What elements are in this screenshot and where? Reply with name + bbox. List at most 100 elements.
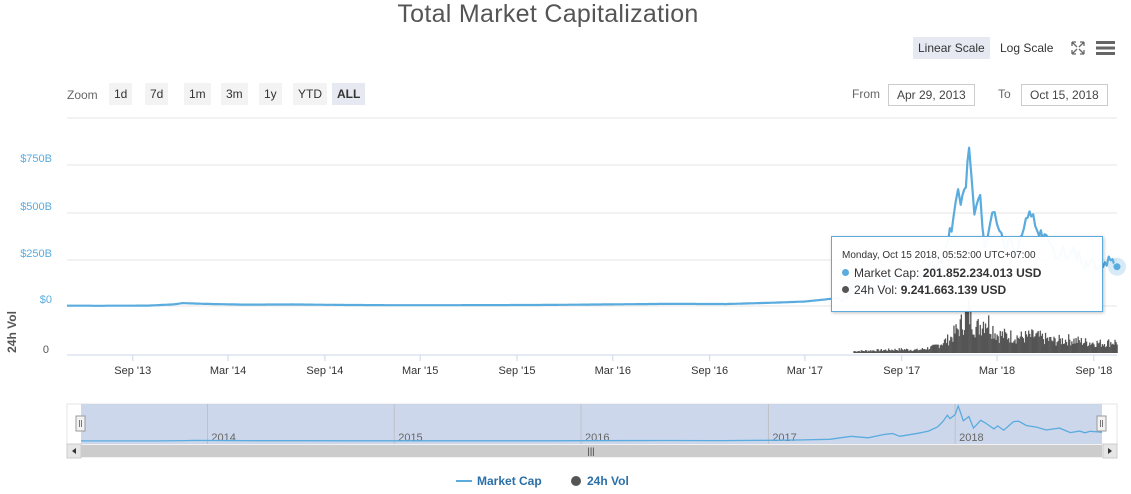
y-tick-label: $250B — [20, 248, 52, 260]
volume-bar — [1045, 338, 1048, 353]
volume-bar — [861, 350, 864, 353]
volume-bar — [889, 349, 891, 353]
zoom-1d-button[interactable]: 1d — [109, 83, 133, 105]
volume-bar — [1028, 330, 1030, 353]
volume-bar — [1073, 338, 1075, 353]
volume-bar — [1023, 342, 1026, 353]
legend-market-cap-label: Market Cap — [477, 474, 542, 488]
volume-bar — [1077, 336, 1079, 353]
linear-scale-button[interactable]: Linear Scale — [913, 37, 990, 59]
chart-title: Total Market Capitalization — [397, 0, 699, 28]
volume-bar — [972, 334, 974, 353]
x-tick-label: Mar '18 — [979, 365, 1015, 377]
volume-bar — [917, 350, 919, 353]
volume-bar — [992, 325, 994, 353]
zoom-all-button[interactable]: ALL — [332, 83, 366, 105]
volume-bar — [1043, 344, 1046, 353]
to-date-input[interactable]: Oct 15, 2018 — [1021, 84, 1108, 106]
volume-bar — [1044, 332, 1047, 353]
volume-bar — [1091, 343, 1093, 353]
legend-market-cap[interactable]: Market Cap — [456, 474, 542, 488]
volume-bar — [1040, 335, 1042, 353]
tooltip-volume-row: 24h Vol: 9.241.663.139 USD — [842, 283, 1006, 297]
x-axis-ticks: Sep '13 Mar '14 Sep '14 Mar '15 Sep '15 Mar '… — [114, 355, 1112, 377]
volume-bar — [981, 328, 984, 353]
volume-bar — [993, 338, 995, 353]
fullscreen-icon[interactable] — [1070, 40, 1086, 56]
volume-bar — [1056, 342, 1058, 353]
volume-bar — [910, 349, 912, 353]
legend-volume[interactable]: 24h Vol — [571, 474, 629, 488]
volume-bar — [1009, 342, 1011, 353]
volume-bar — [1064, 339, 1067, 353]
volume-bar — [983, 333, 986, 353]
volume-bar — [1038, 336, 1040, 353]
volume-bar — [1002, 337, 1005, 353]
zoom-7d-button[interactable]: 7d — [145, 83, 169, 105]
volume-bar — [943, 339, 946, 353]
navigator-year-label: 2014 — [211, 432, 235, 444]
zoom-label: Zoom — [67, 88, 98, 102]
volume-bar — [864, 350, 867, 353]
volume-bar — [1030, 336, 1032, 353]
volume-bar — [973, 334, 975, 353]
volume-bar — [875, 351, 877, 353]
scrollbar-thumb[interactable] — [81, 445, 1102, 457]
navigator-year-label: 2016 — [585, 432, 609, 444]
volume-dot-icon — [842, 286, 849, 293]
y-tick-label: $0 — [40, 294, 52, 306]
navigator-year-label: 2017 — [772, 432, 796, 444]
volume-bar — [1063, 343, 1066, 353]
volume-bar — [975, 326, 977, 353]
navigator-line — [81, 404, 1103, 442]
volume-bar — [995, 339, 997, 353]
tooltip-market-cap-value: 201.852.234.013 USD — [922, 266, 1042, 280]
volume-bar — [964, 311, 967, 353]
volume-bar — [931, 345, 933, 353]
volume-bar — [1071, 341, 1073, 353]
volume-bar — [924, 349, 927, 353]
x-tick-label: Mar '17 — [787, 365, 823, 377]
zoom-1y-button[interactable]: 1y — [259, 83, 282, 105]
volume-bar — [858, 350, 860, 353]
volume-bar — [996, 334, 998, 353]
volume-bar — [1029, 333, 1031, 353]
volume-bar — [890, 350, 892, 353]
navigator-handle-right[interactable] — [1096, 415, 1107, 432]
volume-bar — [1068, 334, 1070, 353]
volume-bar — [888, 348, 890, 353]
volume-bar — [908, 350, 910, 353]
volume-bar — [1061, 338, 1064, 353]
volume-bar — [1084, 338, 1087, 353]
volume-bar — [985, 328, 988, 353]
volume-bar — [878, 351, 880, 353]
volume-bar — [883, 349, 886, 353]
log-scale-button[interactable]: Log Scale — [1000, 41, 1054, 55]
volume-bar — [1094, 347, 1096, 353]
volume-bar — [881, 350, 884, 353]
volume-bar — [1075, 338, 1077, 353]
volume-bar — [978, 334, 980, 353]
navigator-handle-left[interactable] — [75, 415, 86, 432]
volume-bar — [922, 349, 925, 353]
hover-point-marker — [1112, 262, 1122, 272]
volume-bar — [1062, 343, 1065, 353]
volume-bar — [918, 349, 920, 353]
zoom-ytd-button[interactable]: YTD — [293, 83, 327, 105]
x-tick-label: Mar '14 — [210, 365, 246, 377]
hamburger-menu-icon[interactable] — [1096, 40, 1116, 56]
volume-bar — [932, 344, 934, 353]
tooltip-market-cap-row: Market Cap: 201.852.234.013 USD — [842, 266, 1041, 280]
volume-bar — [1050, 336, 1052, 353]
zoom-3m-button[interactable]: 3m — [221, 83, 248, 105]
volume-bar — [1021, 336, 1024, 353]
volume-bar — [987, 327, 989, 353]
volume-bar — [989, 333, 991, 353]
volume-bar — [941, 345, 944, 353]
volume-bar — [872, 350, 874, 353]
zoom-1m-button[interactable]: 1m — [184, 83, 211, 105]
volume-bar — [874, 351, 876, 353]
from-date-input[interactable]: Apr 29, 2013 — [888, 84, 975, 106]
x-tick-label: Sep '13 — [114, 365, 151, 377]
